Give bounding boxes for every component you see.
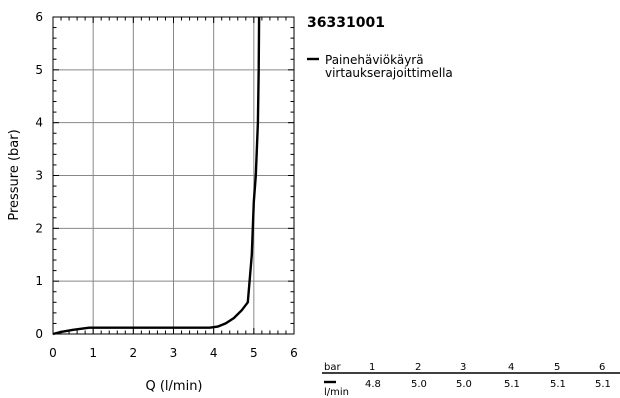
y-tick-label: 4: [35, 116, 43, 130]
x-tick-label: 3: [170, 346, 178, 360]
table-value-cell: 5.0: [456, 379, 472, 390]
x-tick-label: 0: [49, 346, 57, 360]
table-value-cell: 5.0: [411, 379, 427, 390]
y-tick-label: 5: [35, 63, 43, 77]
y-tick-label: 0: [35, 327, 43, 341]
y-tick-label: 2: [35, 221, 43, 235]
x-axis-label: Q (l/min): [145, 379, 202, 394]
x-tick-label: 6: [290, 346, 298, 360]
y-tick-labels: 0 1 2 3 4 5 6: [35, 10, 43, 341]
x-tick-label: 4: [210, 346, 218, 360]
table-header-cell: 2: [415, 362, 421, 373]
table-header-cell: 5: [554, 362, 560, 373]
table-value-cell: 5.1: [595, 379, 611, 390]
y-tick-label: 1: [35, 274, 43, 288]
table-header-cell: 3: [460, 362, 466, 373]
legend: Painehäviökäyrä virtaukserajoittimella: [307, 53, 453, 80]
table-header-cell: 1: [369, 362, 375, 373]
legend-label-line-1: Painehäviökäyrä: [325, 53, 424, 67]
x-tick-labels: 0 1 2 3 4 5 6: [49, 346, 298, 360]
table-header-cell: 6: [599, 362, 605, 373]
x-tick-label: 5: [250, 346, 258, 360]
grid: [53, 17, 294, 334]
x-tick-label: 1: [89, 346, 97, 360]
table-value-cell: 5.1: [550, 379, 566, 390]
y-tick-label: 3: [35, 169, 43, 183]
y-axis-label: Pressure (bar): [7, 129, 22, 220]
table-value-cell: 5.1: [504, 379, 520, 390]
plot-frame: [52, 16, 295, 335]
legend-label-line-2: virtaukserajoittimella: [325, 66, 453, 80]
table-value-cell: 4.8: [365, 379, 381, 390]
table-header-label: bar: [324, 362, 341, 373]
data-table: bar l/min 1 2 3 4 5 6 4.8 5.0 5.0 5.1 5.1 5.1: [322, 362, 620, 398]
chart-title: 36331001: [307, 15, 385, 31]
table-header-cell: 4: [508, 362, 514, 373]
table-row-label: l/min: [324, 387, 349, 398]
y-tick-label: 6: [35, 10, 43, 24]
series-line: [52, 16, 261, 336]
x-tick-label: 2: [130, 346, 138, 360]
